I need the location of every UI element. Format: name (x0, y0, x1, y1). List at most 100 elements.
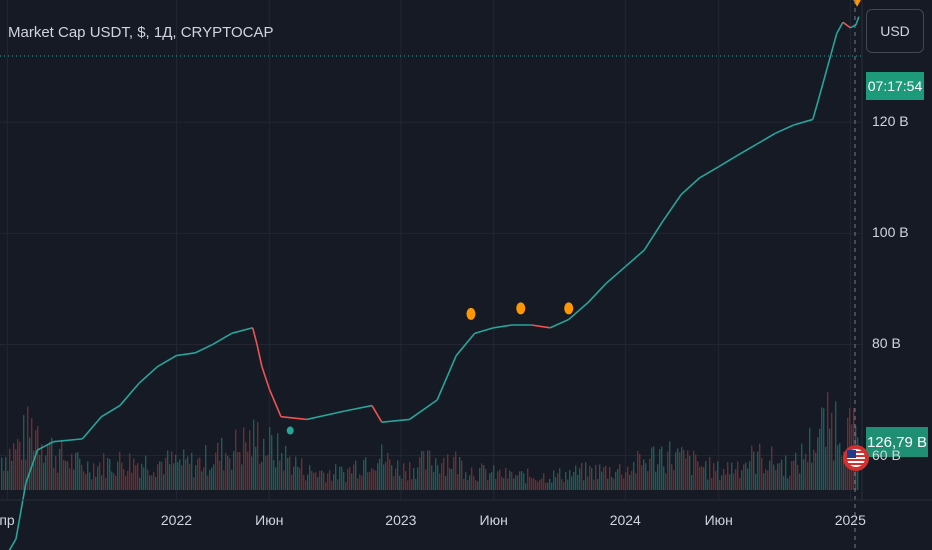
volume-bar (193, 477, 195, 490)
event-marker-dot[interactable] (286, 426, 294, 435)
event-marker-dot[interactable] (466, 307, 476, 320)
volume-bar (493, 465, 495, 490)
volume-bar (553, 470, 555, 490)
price-segment (156, 354, 177, 368)
volume-bar (365, 457, 367, 490)
volume-bar (689, 455, 691, 490)
price-segment (624, 249, 645, 268)
volume-bar (731, 462, 733, 490)
volume-bar (355, 460, 357, 490)
volume-bar (119, 451, 121, 490)
volume-bar (571, 476, 573, 490)
price-segment (587, 282, 607, 304)
volume-bar (291, 474, 293, 490)
volume-bar (13, 443, 15, 490)
volume-bar (177, 461, 179, 490)
price-segment (736, 143, 757, 157)
price-segment (53, 438, 83, 443)
volume-bar (839, 443, 841, 490)
volume-bar (317, 477, 319, 490)
volume-bar (75, 452, 77, 490)
us-flag-icon[interactable] (843, 445, 869, 471)
volume-bar (551, 482, 553, 490)
volume-bar (679, 452, 681, 490)
volume-bar (169, 464, 171, 490)
volume-bar (167, 450, 169, 490)
volume-bar (637, 450, 639, 490)
volume-bar (15, 449, 17, 490)
volume-bar (107, 457, 109, 490)
volume-bar (131, 472, 133, 490)
volume-bar (653, 446, 655, 490)
volume-bar (549, 478, 551, 490)
volume-bar (7, 470, 9, 490)
volume-bar (53, 467, 55, 490)
event-markers[interactable] (286, 0, 862, 435)
price-segment (176, 351, 196, 357)
event-marker-triangle[interactable] (852, 0, 862, 7)
volume-bar (145, 455, 147, 490)
volume-bar (243, 427, 245, 490)
last-value-badge: 126,79 B (866, 427, 928, 457)
volume-bar (837, 445, 839, 490)
volume-bar (17, 439, 19, 490)
volume-bar (617, 468, 619, 490)
volume-bar (183, 449, 185, 490)
event-marker-dot[interactable] (516, 302, 526, 315)
price-tick-label: 100 B (872, 224, 909, 241)
volume-bar (815, 452, 817, 490)
volume-bar (749, 461, 751, 490)
volume-bar (425, 469, 427, 490)
volume-bar (237, 452, 239, 490)
volume-bar (659, 449, 661, 490)
price-segment (474, 327, 494, 335)
currency-button[interactable]: USD (866, 9, 924, 53)
volume-bar (487, 480, 489, 490)
price-segment (836, 21, 844, 34)
volume-bar (517, 475, 519, 490)
volume-bar (229, 458, 231, 490)
volume-bar (471, 467, 473, 490)
volume-bar (457, 474, 459, 490)
volume-bar (59, 448, 61, 490)
volume-bar (695, 454, 697, 490)
bar-countdown-badge: 07:17:54 (866, 72, 924, 100)
volume-bar (51, 437, 53, 490)
volume-bar (547, 482, 549, 490)
volume-bar (483, 465, 485, 490)
volume-bar (533, 478, 535, 490)
volume-bar (439, 473, 441, 490)
volume-bar (599, 464, 601, 490)
volume-bar (607, 478, 609, 490)
price-segment (25, 449, 39, 484)
volume-bar (509, 470, 511, 490)
volume-bar (273, 460, 275, 490)
volume-bar (357, 478, 359, 490)
volume-bar (505, 467, 507, 490)
volume-bar (165, 457, 167, 490)
volume-bar (537, 481, 539, 490)
volume-bar (105, 478, 107, 490)
volume-bar (155, 477, 157, 490)
volume-bar (45, 455, 47, 490)
volume-bar (249, 430, 251, 490)
volume-bar (135, 465, 137, 490)
volume-bar (455, 451, 457, 490)
volume-bar (253, 419, 255, 490)
volume-bar (295, 456, 297, 490)
volume-bar (665, 473, 667, 490)
price-segment (409, 399, 438, 421)
volume-bar (65, 460, 67, 490)
volume-bar (401, 478, 403, 490)
volume-bar (309, 465, 311, 490)
price-line (8, 16, 860, 550)
volume-bar (297, 466, 299, 490)
volume-bar (795, 452, 797, 490)
volume-bar (197, 458, 199, 490)
volume-bar (449, 468, 451, 490)
volume-bar (117, 461, 119, 490)
event-marker-dot[interactable] (564, 302, 574, 315)
volume-bar (115, 475, 117, 490)
volume-bar (47, 445, 49, 490)
